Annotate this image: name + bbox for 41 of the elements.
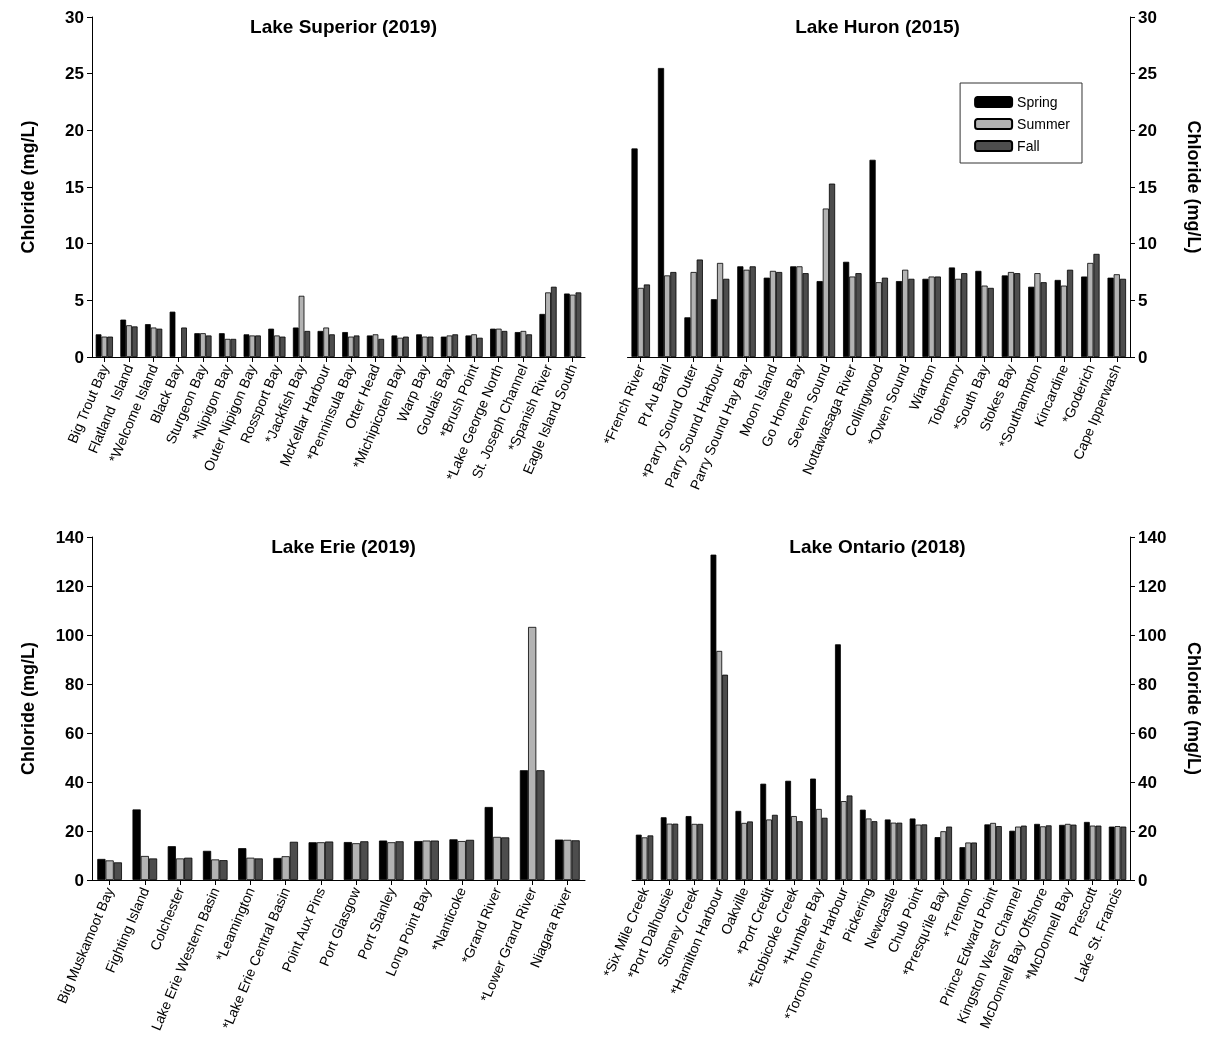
y2-tick-label: 5 bbox=[1138, 290, 1148, 310]
legend-label: Fall bbox=[1017, 138, 1040, 154]
y-tick-label: 25 bbox=[65, 64, 84, 84]
y2-tick-label: 20 bbox=[1138, 821, 1157, 841]
legend-label: Summer bbox=[1017, 116, 1071, 132]
y2-tick-label: 10 bbox=[1138, 234, 1157, 254]
y-tick-label: 30 bbox=[65, 7, 84, 27]
y-axis-title: Chloride (mg/L) bbox=[18, 642, 38, 775]
y-tick-label: 120 bbox=[55, 576, 84, 596]
y2-tick-label: 15 bbox=[1138, 177, 1157, 197]
y2-tick-label: 25 bbox=[1138, 64, 1157, 84]
y2-tick-label: 20 bbox=[1138, 120, 1157, 140]
y-tick-label: 100 bbox=[55, 625, 84, 645]
y2-tick-label: 120 bbox=[1138, 576, 1167, 596]
chart-title: Lake Ontario (2018) bbox=[789, 536, 966, 557]
y-tick-label: 80 bbox=[65, 674, 84, 694]
y2-tick-label: 40 bbox=[1138, 772, 1157, 792]
y-tick-label: 20 bbox=[65, 821, 84, 841]
chart-title: Lake Superior (2019) bbox=[250, 16, 437, 37]
y-tick-label: 0 bbox=[74, 347, 84, 367]
y-tick-label: 20 bbox=[65, 120, 84, 140]
y-tick-label: 10 bbox=[65, 234, 84, 254]
chart-title: Lake Huron (2015) bbox=[795, 16, 960, 37]
y2-tick-label: 140 bbox=[1138, 527, 1167, 547]
chart-title: Lake Erie (2019) bbox=[271, 536, 416, 557]
y-tick-label: 0 bbox=[74, 870, 84, 890]
y2-tick-label: 60 bbox=[1138, 723, 1157, 743]
y2-axis-title: Chloride (mg/L) bbox=[1184, 120, 1204, 254]
y-axis-title: Chloride (mg/L) bbox=[18, 120, 38, 254]
y2-tick-label: 30 bbox=[1138, 7, 1157, 27]
y2-tick-label: 0 bbox=[1138, 870, 1148, 890]
y-tick-label: 5 bbox=[74, 290, 84, 310]
y2-tick-label: 100 bbox=[1138, 625, 1167, 645]
y2-tick-label: 80 bbox=[1138, 674, 1157, 694]
y-tick-label: 140 bbox=[55, 527, 84, 547]
legend-label: Spring bbox=[1017, 94, 1058, 110]
y-tick-label: 60 bbox=[65, 723, 84, 743]
y2-tick-label: 0 bbox=[1138, 347, 1148, 367]
y-tick-label: 40 bbox=[65, 772, 84, 792]
y2-axis-title: Chloride (mg/L) bbox=[1184, 642, 1204, 775]
y-tick-label: 15 bbox=[65, 177, 84, 197]
